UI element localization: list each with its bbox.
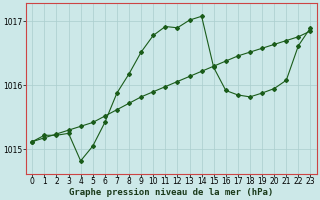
X-axis label: Graphe pression niveau de la mer (hPa): Graphe pression niveau de la mer (hPa) bbox=[69, 188, 274, 197]
